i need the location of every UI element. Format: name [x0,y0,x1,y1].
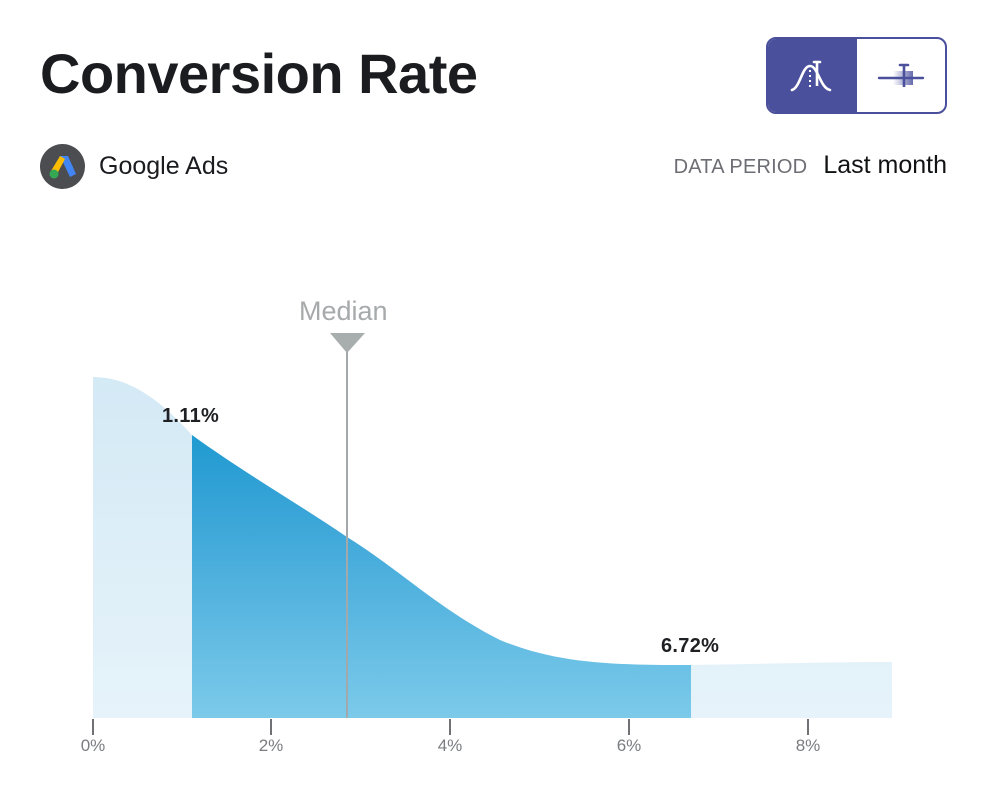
median-label: Median [299,296,388,326]
x-tick-label: 8% [795,736,821,755]
boxplot-view-button[interactable] [857,39,946,112]
data-period-value[interactable]: Last month [823,151,947,179]
x-tick-label: 4% [437,736,463,755]
upper-tail-area [691,377,892,718]
lower-bound-label: 1.11% [162,405,220,427]
x-tick-label: 2% [258,736,284,755]
x-tick-label: 6% [616,736,642,755]
data-source: Google Ads [40,144,228,189]
lower-tail-area [93,377,192,718]
box-plot-icon [877,63,924,87]
distribution-view-button[interactable] [768,39,857,112]
x-tick-label: 0% [80,736,106,755]
source-name: Google Ads [99,152,229,180]
data-period[interactable]: DATA PERIOD Last month [674,151,947,180]
highlight-area [192,377,691,718]
chart-view-toggle[interactable] [766,37,947,114]
bell-curve-icon [790,60,832,91]
google-ads-logo-icon [40,144,85,189]
upper-bound-label: 6.72% [661,635,720,657]
median-marker-icon [330,333,365,353]
data-period-label: DATA PERIOD [673,156,808,178]
page-title: Conversion Rate [40,42,478,105]
x-axis [92,719,809,735]
